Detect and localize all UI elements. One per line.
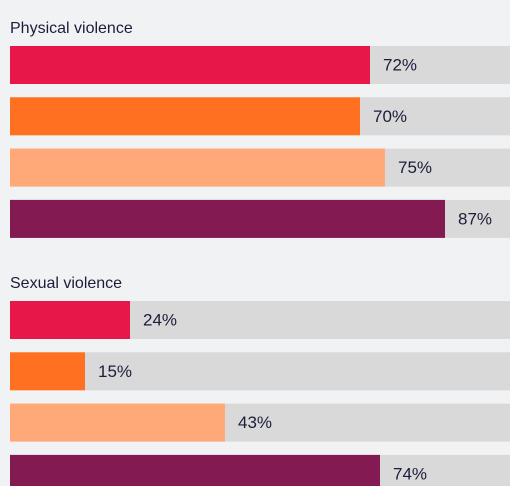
value-label: 43%: [238, 413, 272, 432]
bar: [10, 301, 130, 339]
value-label: 24%: [143, 310, 177, 329]
bar: [10, 46, 370, 84]
panel-title: Sexual violence: [10, 275, 122, 292]
bar: [10, 352, 85, 391]
value-label: 70%: [373, 107, 407, 126]
value-label: 72%: [383, 55, 417, 74]
panel-title: Physical violence: [10, 20, 133, 37]
bar: [10, 148, 385, 187]
value-label: 75%: [398, 158, 432, 177]
value-label: 15%: [98, 362, 132, 381]
bar: [10, 454, 380, 486]
bar: [10, 403, 225, 442]
bar: [10, 199, 445, 238]
bar-track: [10, 352, 510, 391]
value-label: 74%: [393, 464, 427, 483]
bar: [10, 97, 360, 136]
value-label: 87%: [458, 209, 492, 228]
